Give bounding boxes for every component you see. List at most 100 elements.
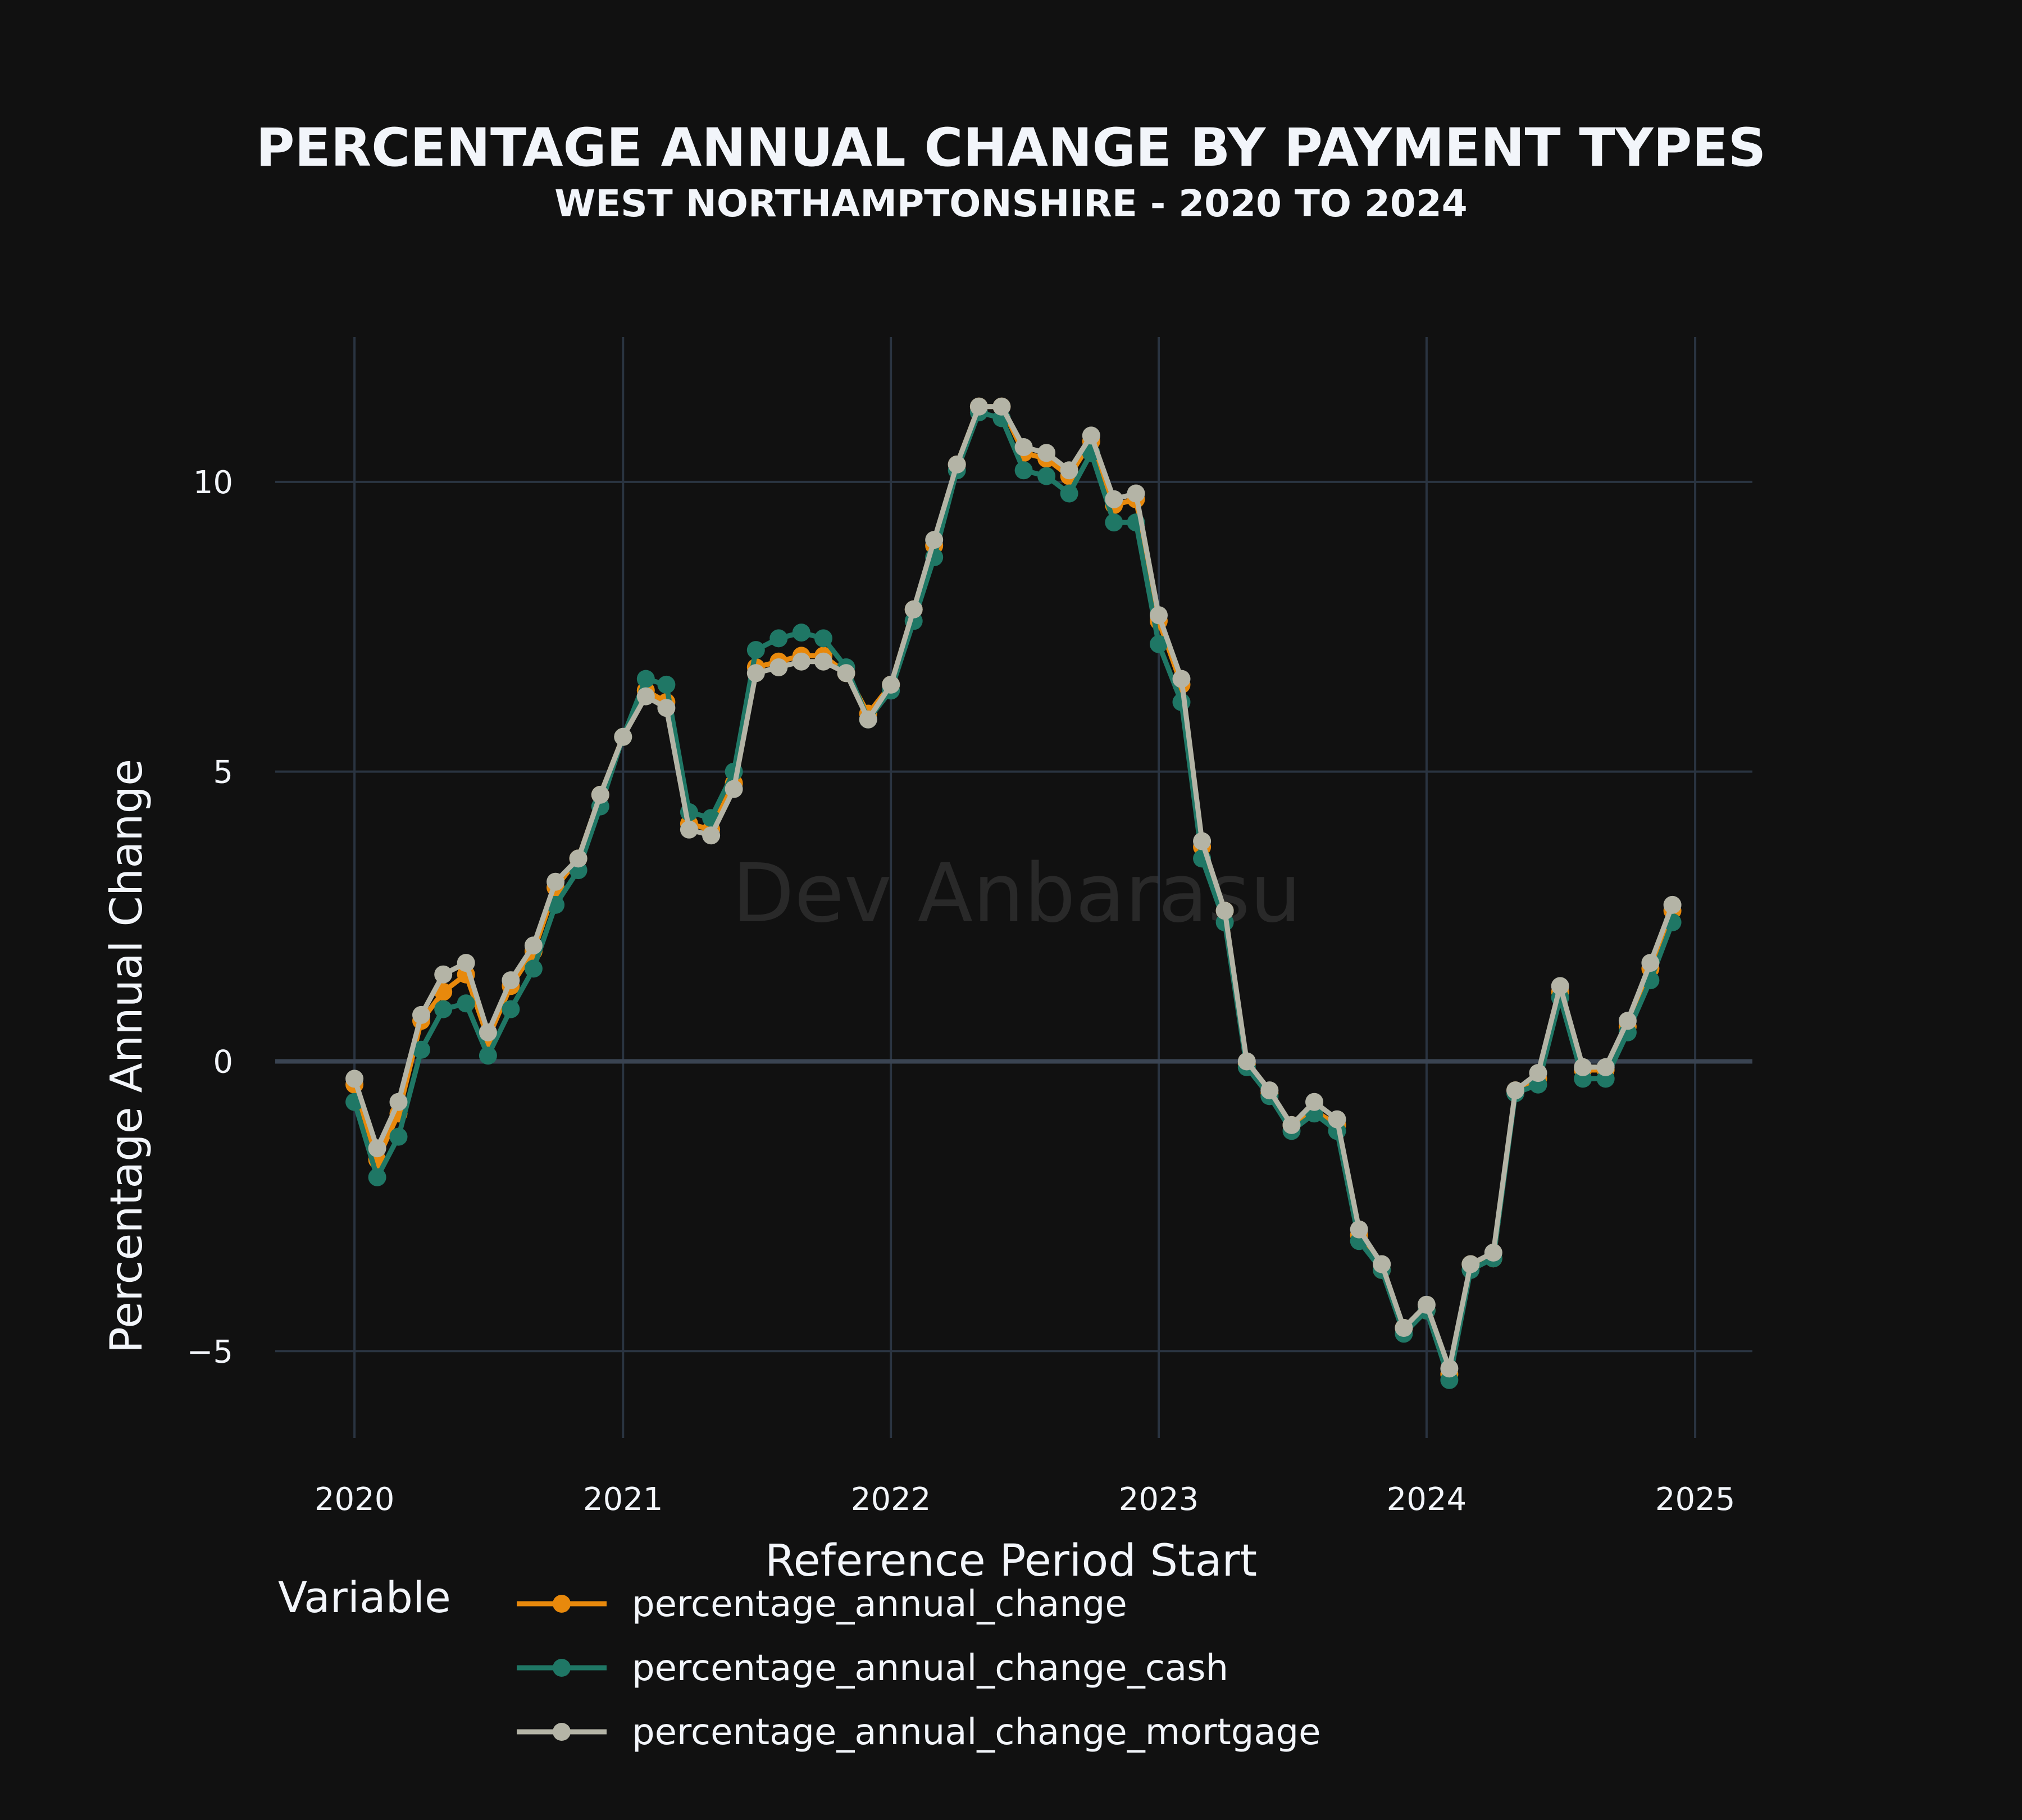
legend-label: percentage_annual_change_cash <box>632 1648 1228 1689</box>
data-point <box>1529 1064 1547 1082</box>
data-point <box>457 994 475 1013</box>
data-point <box>1014 461 1033 480</box>
data-point <box>457 954 475 972</box>
x-tick-label: 2021 <box>583 1481 663 1518</box>
y-tick-label: −5 <box>186 1334 233 1370</box>
legend-item[interactable]: percentage_annual_change_cash <box>517 1648 1228 1689</box>
data-point <box>657 699 676 717</box>
data-point <box>792 652 810 671</box>
data-point <box>1484 1243 1502 1262</box>
x-tick-label: 2020 <box>315 1481 395 1518</box>
data-point <box>1461 1255 1480 1273</box>
legend-marker-swatch <box>553 1723 571 1741</box>
data-point <box>792 624 810 642</box>
data-point <box>524 936 543 955</box>
data-point <box>502 971 520 990</box>
data-point <box>547 872 565 891</box>
data-point <box>1440 1359 1459 1378</box>
data-point <box>479 1046 497 1065</box>
data-point <box>1260 1081 1279 1100</box>
data-point <box>591 785 609 804</box>
data-point <box>1037 444 1056 462</box>
data-point <box>837 664 855 683</box>
data-point <box>882 675 900 694</box>
data-point <box>1237 1052 1256 1071</box>
data-point <box>725 780 743 798</box>
data-point <box>992 397 1011 416</box>
y-tick-label: 10 <box>193 465 233 501</box>
data-point <box>1082 426 1100 445</box>
data-point <box>389 1093 408 1111</box>
data-point <box>1105 513 1123 532</box>
data-point <box>859 710 877 729</box>
data-point <box>412 1005 430 1024</box>
data-point <box>1663 895 1682 914</box>
data-point <box>948 455 966 474</box>
data-point <box>904 600 923 618</box>
data-point <box>1215 902 1234 920</box>
x-axis-title: Reference Period Start <box>765 1536 1257 1586</box>
data-point <box>368 1139 386 1158</box>
data-point <box>1172 670 1191 688</box>
axis-ticks: 2020 2021 2022 2023 2024 2025 10 5 0 −5 <box>186 465 1735 1518</box>
y-axis-title: Percentage Annual Change <box>102 759 152 1353</box>
data-point <box>1596 1058 1615 1076</box>
chart-title: PERCENTAGE ANNUAL CHANGE BY PAYMENT TYPE… <box>256 117 1766 179</box>
data-point <box>434 1000 453 1018</box>
data-point <box>1127 484 1145 503</box>
legend-label: percentage_annual_change_mortgage <box>632 1712 1321 1753</box>
data-point <box>1395 1319 1413 1337</box>
data-point <box>1150 606 1168 625</box>
data-point <box>1417 1295 1436 1314</box>
data-point <box>636 670 655 688</box>
data-point <box>569 849 588 868</box>
data-point <box>412 1040 430 1059</box>
data-point <box>1350 1220 1368 1239</box>
data-point <box>1105 490 1123 508</box>
data-point <box>1193 832 1212 850</box>
data-point <box>746 641 765 659</box>
data-point <box>1618 1012 1637 1030</box>
data-point <box>925 531 944 549</box>
x-tick-label: 2025 <box>1655 1481 1736 1518</box>
data-point <box>434 965 453 984</box>
data-point <box>479 1023 497 1041</box>
legend-item[interactable]: percentage_annual_change <box>517 1584 1127 1625</box>
data-point <box>389 1127 408 1146</box>
y-tick-label: 5 <box>213 754 233 791</box>
series-percentage_annual_change_mortgage <box>345 397 1682 1378</box>
data-point <box>1551 977 1569 995</box>
legend-item[interactable]: percentage_annual_change_mortgage <box>517 1712 1321 1753</box>
y-tick-label: 0 <box>213 1044 233 1080</box>
legend-label: percentage_annual_change <box>632 1584 1127 1625</box>
data-point <box>345 1070 364 1088</box>
data-point <box>969 397 988 416</box>
chart-subtitle: WEST NORTHAMPTONSHIRE - 2020 TO 2024 <box>554 182 1467 225</box>
legend-marker-swatch <box>553 1595 571 1613</box>
data-point <box>657 675 676 694</box>
plot-series <box>345 397 1682 1389</box>
x-tick-label: 2023 <box>1119 1481 1199 1518</box>
data-point <box>1060 461 1078 480</box>
data-point <box>636 687 655 706</box>
legend-title: Variable <box>278 1572 451 1622</box>
data-point <box>1373 1255 1391 1273</box>
data-point <box>1060 484 1078 503</box>
grid-lines <box>275 337 1752 1438</box>
data-point <box>1282 1116 1301 1134</box>
data-point <box>1305 1093 1323 1111</box>
data-point <box>614 727 632 746</box>
x-tick-label: 2022 <box>851 1481 931 1518</box>
data-point <box>368 1168 386 1186</box>
data-point <box>1014 438 1033 456</box>
data-point <box>524 959 543 978</box>
data-point <box>702 826 721 845</box>
data-point <box>502 1000 520 1018</box>
data-point <box>1641 954 1660 972</box>
data-point <box>1506 1081 1524 1100</box>
data-point <box>1574 1058 1592 1076</box>
data-point <box>814 629 832 648</box>
legend-marker-swatch <box>553 1659 571 1677</box>
